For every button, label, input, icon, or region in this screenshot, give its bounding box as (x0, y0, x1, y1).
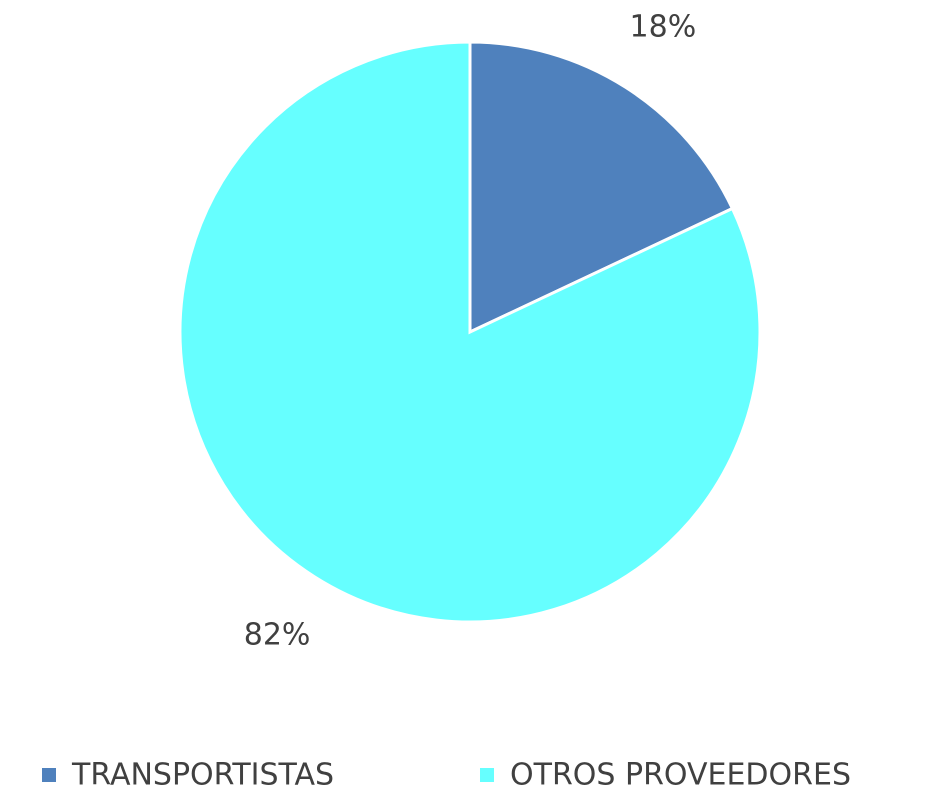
pie-slice (468, 40, 735, 335)
data-label: 18% (630, 10, 697, 45)
pie-slice (178, 40, 762, 624)
legend-label: OTROS PROVEEDORES (510, 758, 851, 791)
legend-swatch (42, 768, 56, 782)
data-label: 82% (244, 617, 311, 652)
legend-swatch (480, 768, 494, 782)
legend-label: TRANSPORTISTAS (71, 758, 334, 791)
